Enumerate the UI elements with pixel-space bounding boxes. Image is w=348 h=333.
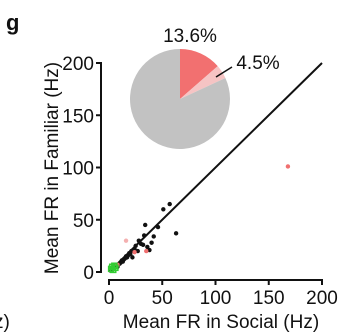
pie-slice <box>180 49 218 99</box>
pie-label-red: 13.6% <box>163 26 217 47</box>
data-point <box>173 231 179 236</box>
data-point <box>285 164 291 169</box>
data-point <box>155 224 161 230</box>
data-point <box>149 240 154 245</box>
data-point <box>151 234 156 239</box>
data-point <box>145 244 150 250</box>
y-tick-label: 50 <box>73 211 94 232</box>
y-tick-label: 100 <box>62 159 94 180</box>
x-tick-label: 50 <box>152 288 173 309</box>
x-tick-label: 100 <box>200 288 232 309</box>
data-point <box>143 222 148 228</box>
pie-slice <box>180 66 226 99</box>
data-point <box>123 238 129 243</box>
data-point <box>130 255 135 260</box>
scatter-points <box>107 164 291 274</box>
pie-label-pink: 4.5% <box>236 53 279 74</box>
pie-slice <box>130 49 231 149</box>
y-tick-label: 200 <box>62 54 94 75</box>
data-point <box>167 201 172 207</box>
y-axis-label: Mean FR in Familiar (Hz) <box>42 62 63 274</box>
panel-letter: g <box>6 10 19 35</box>
data-point <box>112 264 119 272</box>
data-point <box>132 249 137 255</box>
data-point <box>136 238 142 243</box>
data-point <box>140 242 146 248</box>
x-ticks: 0 50 100 150 200 <box>104 280 338 309</box>
y-tick-label: 0 <box>83 263 94 284</box>
y-tick-label: 150 <box>62 106 94 127</box>
pie-leader-line <box>215 66 233 78</box>
data-point <box>144 248 149 254</box>
x-tick-label: 200 <box>306 288 338 309</box>
pie-chart: 13.6% 4.5% <box>130 26 280 149</box>
plot-axes: 0 50 100 150 200 0 50 100 150 200 <box>62 54 338 309</box>
x-tick-label: 0 <box>104 288 115 309</box>
x-tick-label: 150 <box>253 288 285 309</box>
data-point <box>141 233 147 238</box>
data-point <box>161 207 166 212</box>
data-point <box>133 243 138 249</box>
neighbor-axis-fragment: z) <box>0 312 10 333</box>
x-axis-label: Mean FR in Social (Hz) <box>123 312 319 333</box>
y-ticks: 0 50 100 150 200 <box>62 54 101 284</box>
